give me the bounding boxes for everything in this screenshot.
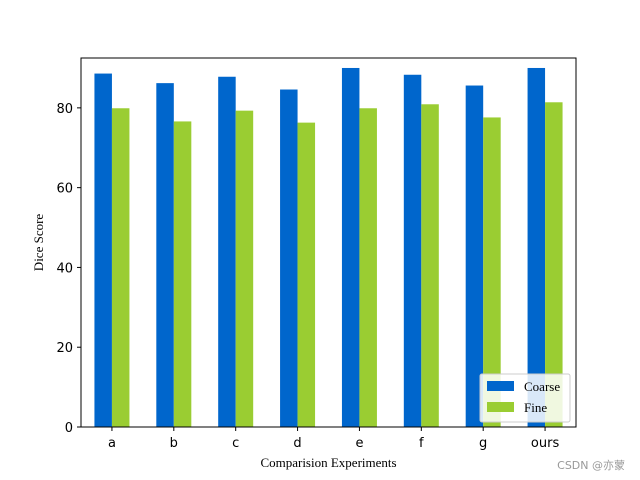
x-axis-ticks: a b c d e f g ours — [108, 427, 559, 451]
bar-fine-a — [111, 108, 130, 427]
x-axis-label: Comparision Experiments — [260, 455, 396, 470]
x-tick-label: ours — [531, 436, 560, 451]
y-axis-label: Dice Score — [31, 214, 46, 272]
bar-coarse-f — [403, 74, 422, 428]
plot-frame — [80, 57, 577, 428]
bar-fine-ours — [545, 102, 563, 427]
y-tick-label: 20 — [56, 341, 73, 356]
x-tick-label: c — [232, 436, 239, 451]
bar-fine-e — [359, 108, 377, 427]
legend-label-fine: Fine — [524, 400, 547, 415]
legend-swatch-coarse — [487, 381, 514, 391]
legend-swatch-fine — [487, 402, 514, 412]
bar-coarse-g — [465, 85, 484, 428]
y-axis-ticks: 0 20 40 60 80 — [56, 102, 81, 436]
bar-coarse-d — [280, 89, 298, 428]
legend-label-coarse: Coarse — [524, 379, 560, 394]
legend: Coarse Fine — [479, 373, 571, 423]
bar-coarse-e — [341, 67, 360, 428]
y-tick-label: 0 — [65, 421, 73, 436]
x-tick-label: a — [108, 436, 116, 451]
bar-fine-c — [235, 110, 254, 428]
bar-coarse-b — [156, 83, 174, 427]
y-tick-label: 80 — [56, 102, 73, 117]
bar-fine-f — [421, 104, 439, 427]
bar-fine-b — [173, 121, 192, 428]
bar-coarse-c — [218, 76, 236, 427]
x-tick-label: f — [419, 436, 424, 451]
y-tick-label: 60 — [56, 182, 73, 197]
bar-coarse-a — [94, 73, 112, 428]
x-tick-label: d — [293, 436, 301, 451]
x-tick-label: e — [355, 436, 363, 451]
bars-group — [94, 67, 563, 428]
watermark: CSDN @亦蒙 — [557, 458, 625, 472]
y-tick-label: 40 — [56, 261, 73, 276]
bar-coarse-ours — [527, 67, 546, 428]
x-tick-label: g — [479, 436, 487, 451]
bar-fine-d — [297, 122, 316, 427]
bar-fine-g — [483, 117, 501, 428]
x-tick-label: b — [170, 436, 178, 451]
